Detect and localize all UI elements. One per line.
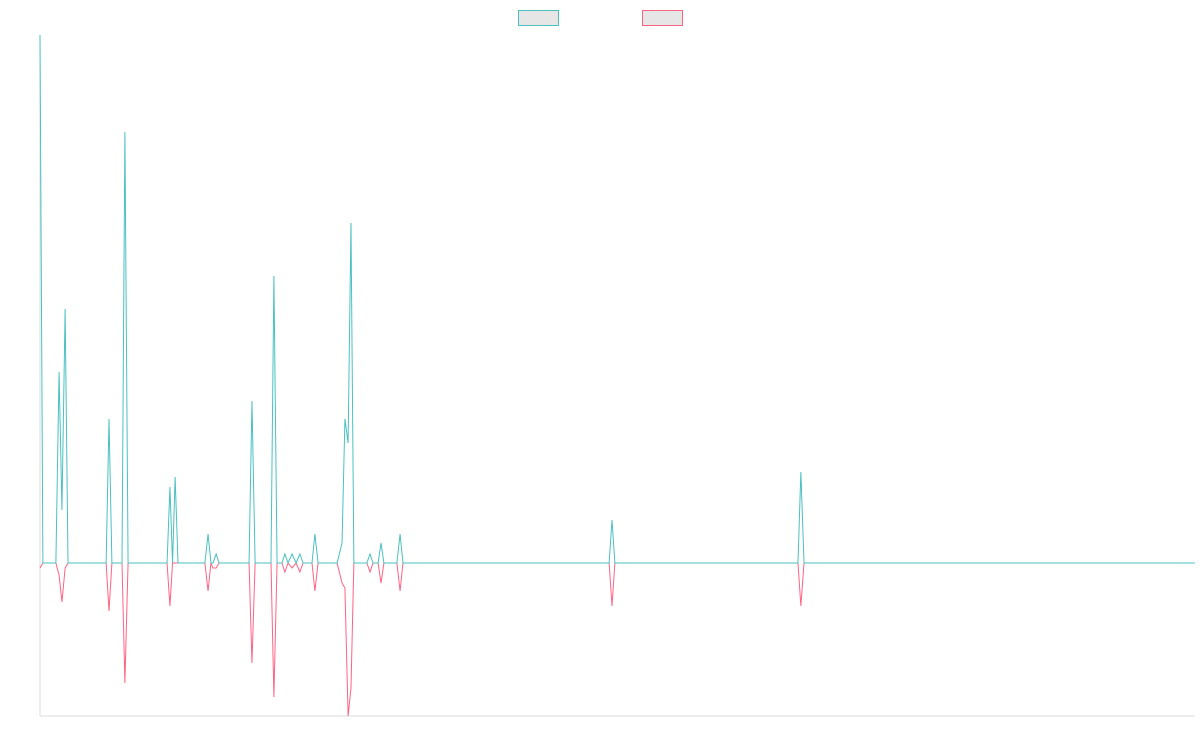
legend-swatch <box>518 10 559 26</box>
series-line <box>39 561 1195 717</box>
series-line <box>39 34 1195 565</box>
legend-swatch <box>642 10 683 26</box>
